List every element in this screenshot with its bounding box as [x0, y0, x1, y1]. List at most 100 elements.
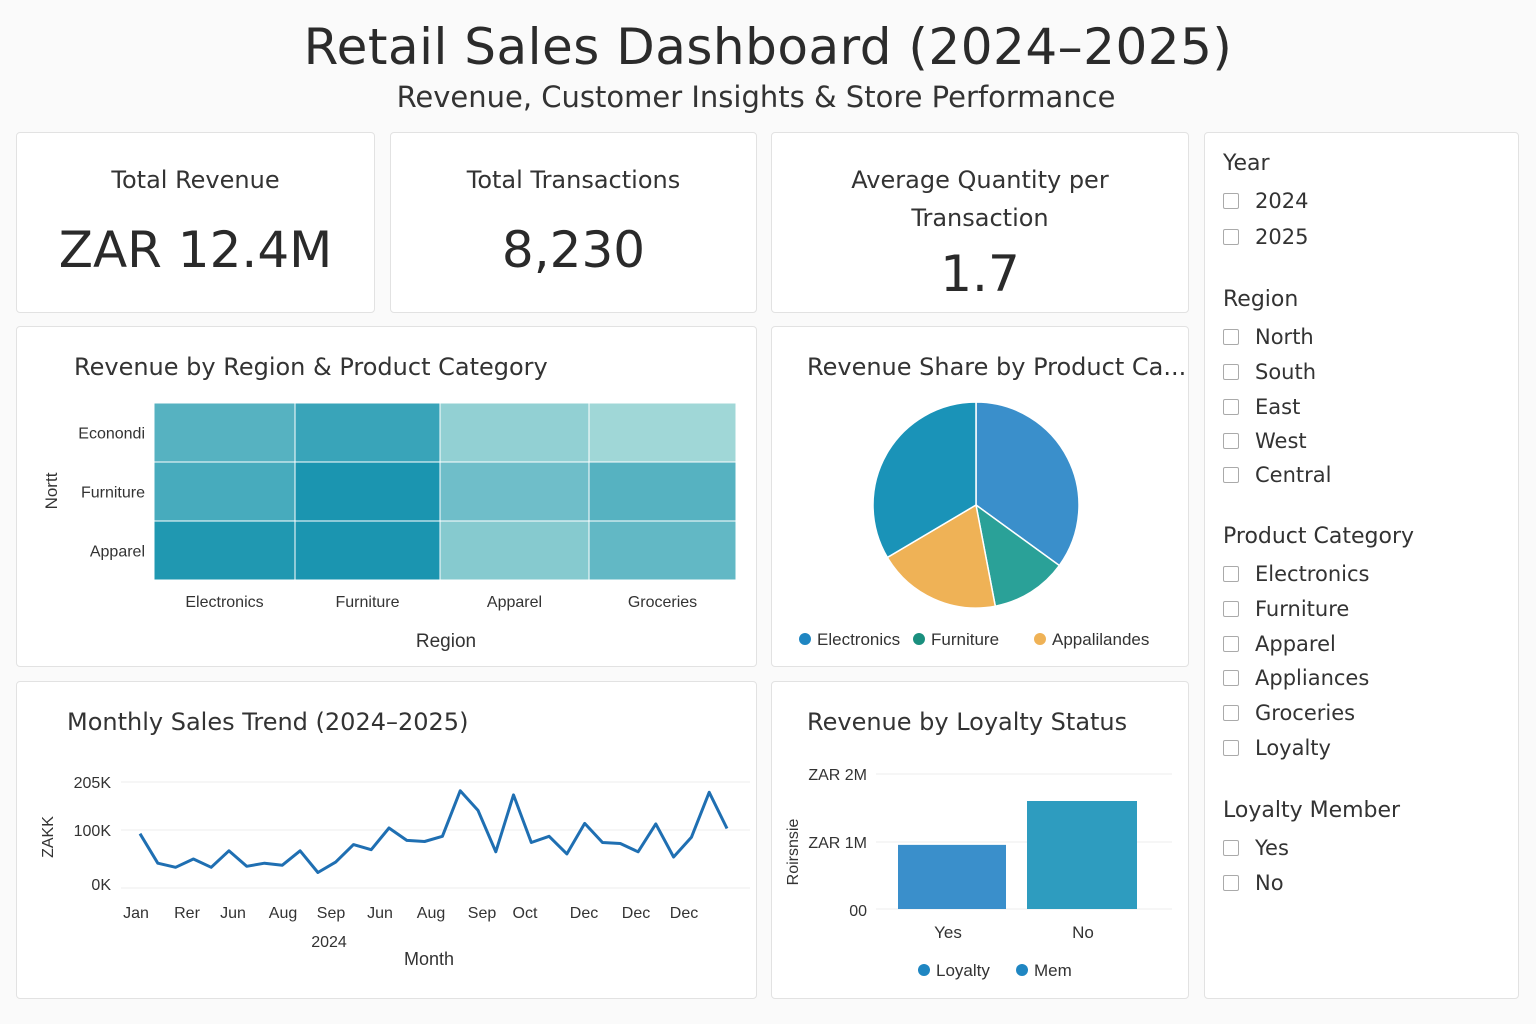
filter-category-apparel[interactable]: Apparel	[1223, 629, 1336, 659]
kpi-card-revenue: Total Revenue ZAR 12.4M	[16, 132, 375, 313]
loyalty-chart: ZAR 2M ZAR 1M 00 Yes No Roirsnsie Loyalty Mem	[785, 767, 1172, 980]
checkbox[interactable]	[1223, 875, 1239, 891]
pie-legend-swatch	[799, 633, 811, 645]
heatmap-row-label: Apparel	[90, 544, 145, 561]
trend-title: Monthly Sales Trend (2024–2025)	[67, 708, 469, 736]
heatmap-cell	[588, 461, 737, 522]
kpi-avg-quantity-label-1: Average Quantity per	[851, 166, 1109, 194]
filter-category-appliances[interactable]: Appliances	[1223, 663, 1369, 693]
checkbox[interactable]	[1223, 467, 1239, 483]
loyalty-legend-swatch	[918, 964, 930, 976]
checkbox[interactable]	[1223, 329, 1239, 345]
filter-category-groceries[interactable]: Groceries	[1223, 698, 1355, 728]
heatmap-col-label: Apparel	[487, 594, 542, 611]
heatmap-cell	[439, 402, 590, 463]
loyalty-y-tick: ZAR 1M	[808, 835, 867, 852]
trend-x-tick: Dec	[670, 905, 698, 922]
loyalty-y-tick: 00	[849, 903, 867, 920]
filter-loyalty-yes[interactable]: Yes	[1223, 833, 1289, 863]
loyalty-bar	[898, 844, 1006, 909]
filter-category-loyalty[interactable]: Loyalty	[1223, 733, 1331, 763]
kpi-transactions-value: 8,230	[501, 221, 646, 279]
checkbox[interactable]	[1223, 740, 1239, 756]
trend-x-tick: Jan	[123, 905, 149, 922]
trend-x-tick: Aug	[269, 905, 297, 922]
heatmap-cell	[153, 520, 296, 581]
filter-category-furniture[interactable]: Furniture	[1223, 594, 1349, 624]
heatmap-cell	[153, 402, 296, 463]
pie-slice	[975, 401, 1080, 567]
loyalty-y-tick: ZAR 2M	[808, 767, 867, 784]
filter-category-electronics[interactable]: Electronics	[1223, 559, 1369, 589]
loyalty-bar	[1027, 801, 1137, 909]
trend-x-tick: Jun	[367, 905, 393, 922]
page-title: Retail Sales Dashboard (2024–2025)	[303, 18, 1233, 76]
pie-card: Revenue Share by Product Ca... Electroni…	[771, 326, 1189, 667]
filter-year-2024[interactable]: 2024	[1223, 186, 1308, 216]
heatmap-chart: Econondi Furniture Apparel Electronics Furni…	[42, 402, 737, 652]
kpi-revenue-value: ZAR 12.4M	[58, 221, 333, 279]
checkbox[interactable]	[1223, 364, 1239, 380]
pie-legend-swatch	[913, 633, 925, 645]
filter-region-west[interactable]: West	[1223, 426, 1307, 456]
heatmap-col-label: Furniture	[335, 594, 399, 611]
checkbox[interactable]	[1223, 399, 1239, 415]
kpi-avg-quantity-value: 1.7	[940, 245, 1020, 303]
loyalty-legend-label: Mem	[1034, 961, 1072, 980]
loyalty-y-axis-label: Roirsnsie	[785, 819, 802, 886]
loyalty-x-tick: No	[1072, 923, 1094, 942]
checkbox[interactable]	[1223, 229, 1239, 245]
heatmap-row-label: Econondi	[78, 426, 145, 443]
filter-category-title: Product Category	[1223, 524, 1415, 549]
checkbox[interactable]	[1223, 193, 1239, 209]
trend-chart: 205K 100K 0K Jan Rer Jun Aug Sep Jun Aug Sep Oct Dec…	[40, 775, 750, 969]
kpi-card-transactions: Total Transactions 8,230	[390, 132, 757, 313]
trend-x-tick: Sep	[468, 905, 497, 922]
filter-label: Central	[1255, 463, 1332, 487]
pie-slice	[872, 401, 977, 559]
filter-region-east[interactable]: East	[1223, 392, 1300, 422]
filter-year-2025[interactable]: 2025	[1223, 222, 1308, 252]
trend-y-tick: 0K	[91, 877, 111, 894]
checkbox[interactable]	[1223, 705, 1239, 721]
trend-x-tick: Sep	[317, 905, 346, 922]
filter-region-north[interactable]: North	[1223, 322, 1314, 352]
checkbox[interactable]	[1223, 433, 1239, 449]
loyalty-card: Revenue by Loyalty Status ZAR 2M ZAR 1M 00…	[771, 681, 1189, 999]
loyalty-legend-swatch	[1016, 964, 1028, 976]
filter-label: Groceries	[1255, 701, 1356, 725]
filter-label: South	[1255, 360, 1317, 384]
trend-x-tick: Oct	[513, 905, 538, 922]
filter-region-south[interactable]: South	[1223, 357, 1316, 387]
checkbox[interactable]	[1223, 670, 1239, 686]
heatmap-y-axis-label: Nortt	[42, 472, 61, 509]
filter-label: 2024	[1255, 189, 1309, 213]
checkbox[interactable]	[1223, 636, 1239, 652]
trend-x-tick: Rer	[174, 905, 200, 922]
heatmap-title: Revenue by Region & Product Category	[74, 353, 548, 381]
checkbox[interactable]	[1223, 566, 1239, 582]
heatmap-card: Revenue by Region & Product Category Eco…	[16, 326, 757, 667]
heatmap-cell	[439, 520, 590, 581]
heatmap-x-axis-label: Region	[416, 631, 476, 652]
heatmap-cell	[294, 520, 441, 581]
checkbox[interactable]	[1223, 840, 1239, 856]
heatmap-cell	[588, 520, 737, 581]
trend-x-tick: Aug	[417, 905, 445, 922]
trend-card: Monthly Sales Trend (2024–2025) 205K 100K…	[16, 681, 757, 999]
loyalty-x-tick: Yes	[934, 923, 962, 942]
filter-loyalty-no[interactable]: No	[1223, 868, 1284, 898]
filter-label: Appliances	[1255, 666, 1370, 690]
filter-label: Yes	[1255, 836, 1289, 860]
filter-region-central[interactable]: Central	[1223, 460, 1331, 490]
pie-legend-label: Electronics	[817, 630, 900, 649]
filter-panel: Year 2024 2025 Region North South East W…	[1204, 132, 1519, 999]
page-subtitle: Revenue, Customer Insights & Store Perfo…	[396, 80, 1116, 114]
trend-year-label: 2024	[311, 934, 347, 951]
trend-y-axis-label: ZAKK	[40, 816, 57, 858]
trend-line	[138, 789, 729, 874]
trend-y-tick: 205K	[74, 775, 112, 792]
trend-x-tick: Jun	[220, 905, 246, 922]
checkbox[interactable]	[1223, 601, 1239, 617]
heatmap-col-label: Groceries	[628, 594, 697, 611]
